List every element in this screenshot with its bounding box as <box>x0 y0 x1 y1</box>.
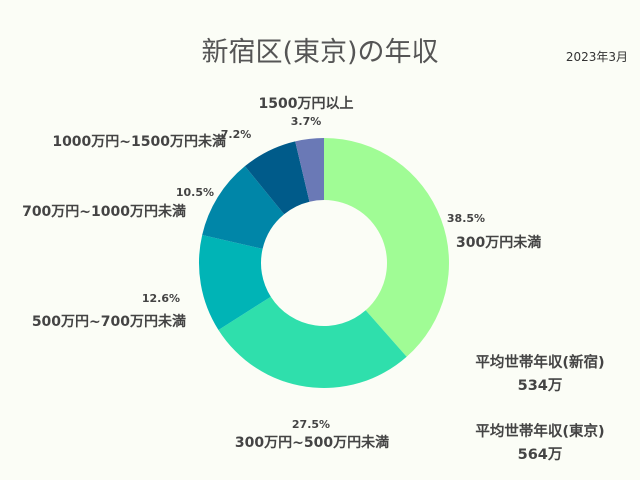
data-label-5: 3.7% <box>291 115 322 128</box>
data-label-1: 27.5% <box>292 418 330 431</box>
data-label-3: 10.5% <box>176 186 214 199</box>
avg-income-shinjuku: 平均世帯年収(新宿) 534万 <box>440 352 640 398</box>
category-label-2: 500万円~700万円未満 <box>32 313 186 330</box>
data-label-4: 7.2% <box>221 128 252 141</box>
donut-slice-0 <box>324 138 449 357</box>
category-label-1: 300万円~500万円未満 <box>235 434 389 451</box>
donut-slice-1 <box>218 296 407 388</box>
donut-slice-4 <box>244 141 310 215</box>
avg-income-tokyo-value: 564万 <box>517 447 563 463</box>
category-label-0: 300万円未満 <box>456 234 541 251</box>
data-label-0: 38.5% <box>447 212 485 225</box>
category-label-5: 1500万円以上 <box>259 96 354 112</box>
avg-income-shinjuku-label: 平均世帯年収(新宿) <box>475 355 605 371</box>
donut-slice-5 <box>295 138 324 202</box>
chart-title: 新宿区(東京)の年収 <box>201 37 439 68</box>
category-label-4: 1000万円~1500万円未満 <box>52 133 226 150</box>
donut-slice-2 <box>198 234 271 330</box>
avg-income-tokyo: 平均世帯年収(東京) 564万 <box>440 421 640 467</box>
category-label-3: 700万円~1000万円未満 <box>22 203 186 220</box>
data-label-2: 12.6% <box>142 292 180 305</box>
date-label: 2023年3月 <box>565 50 628 64</box>
avg-income-tokyo-label: 平均世帯年収(東京) <box>475 424 605 440</box>
avg-income-shinjuku-value: 534万 <box>517 378 563 394</box>
donut-slice-3 <box>202 166 285 249</box>
